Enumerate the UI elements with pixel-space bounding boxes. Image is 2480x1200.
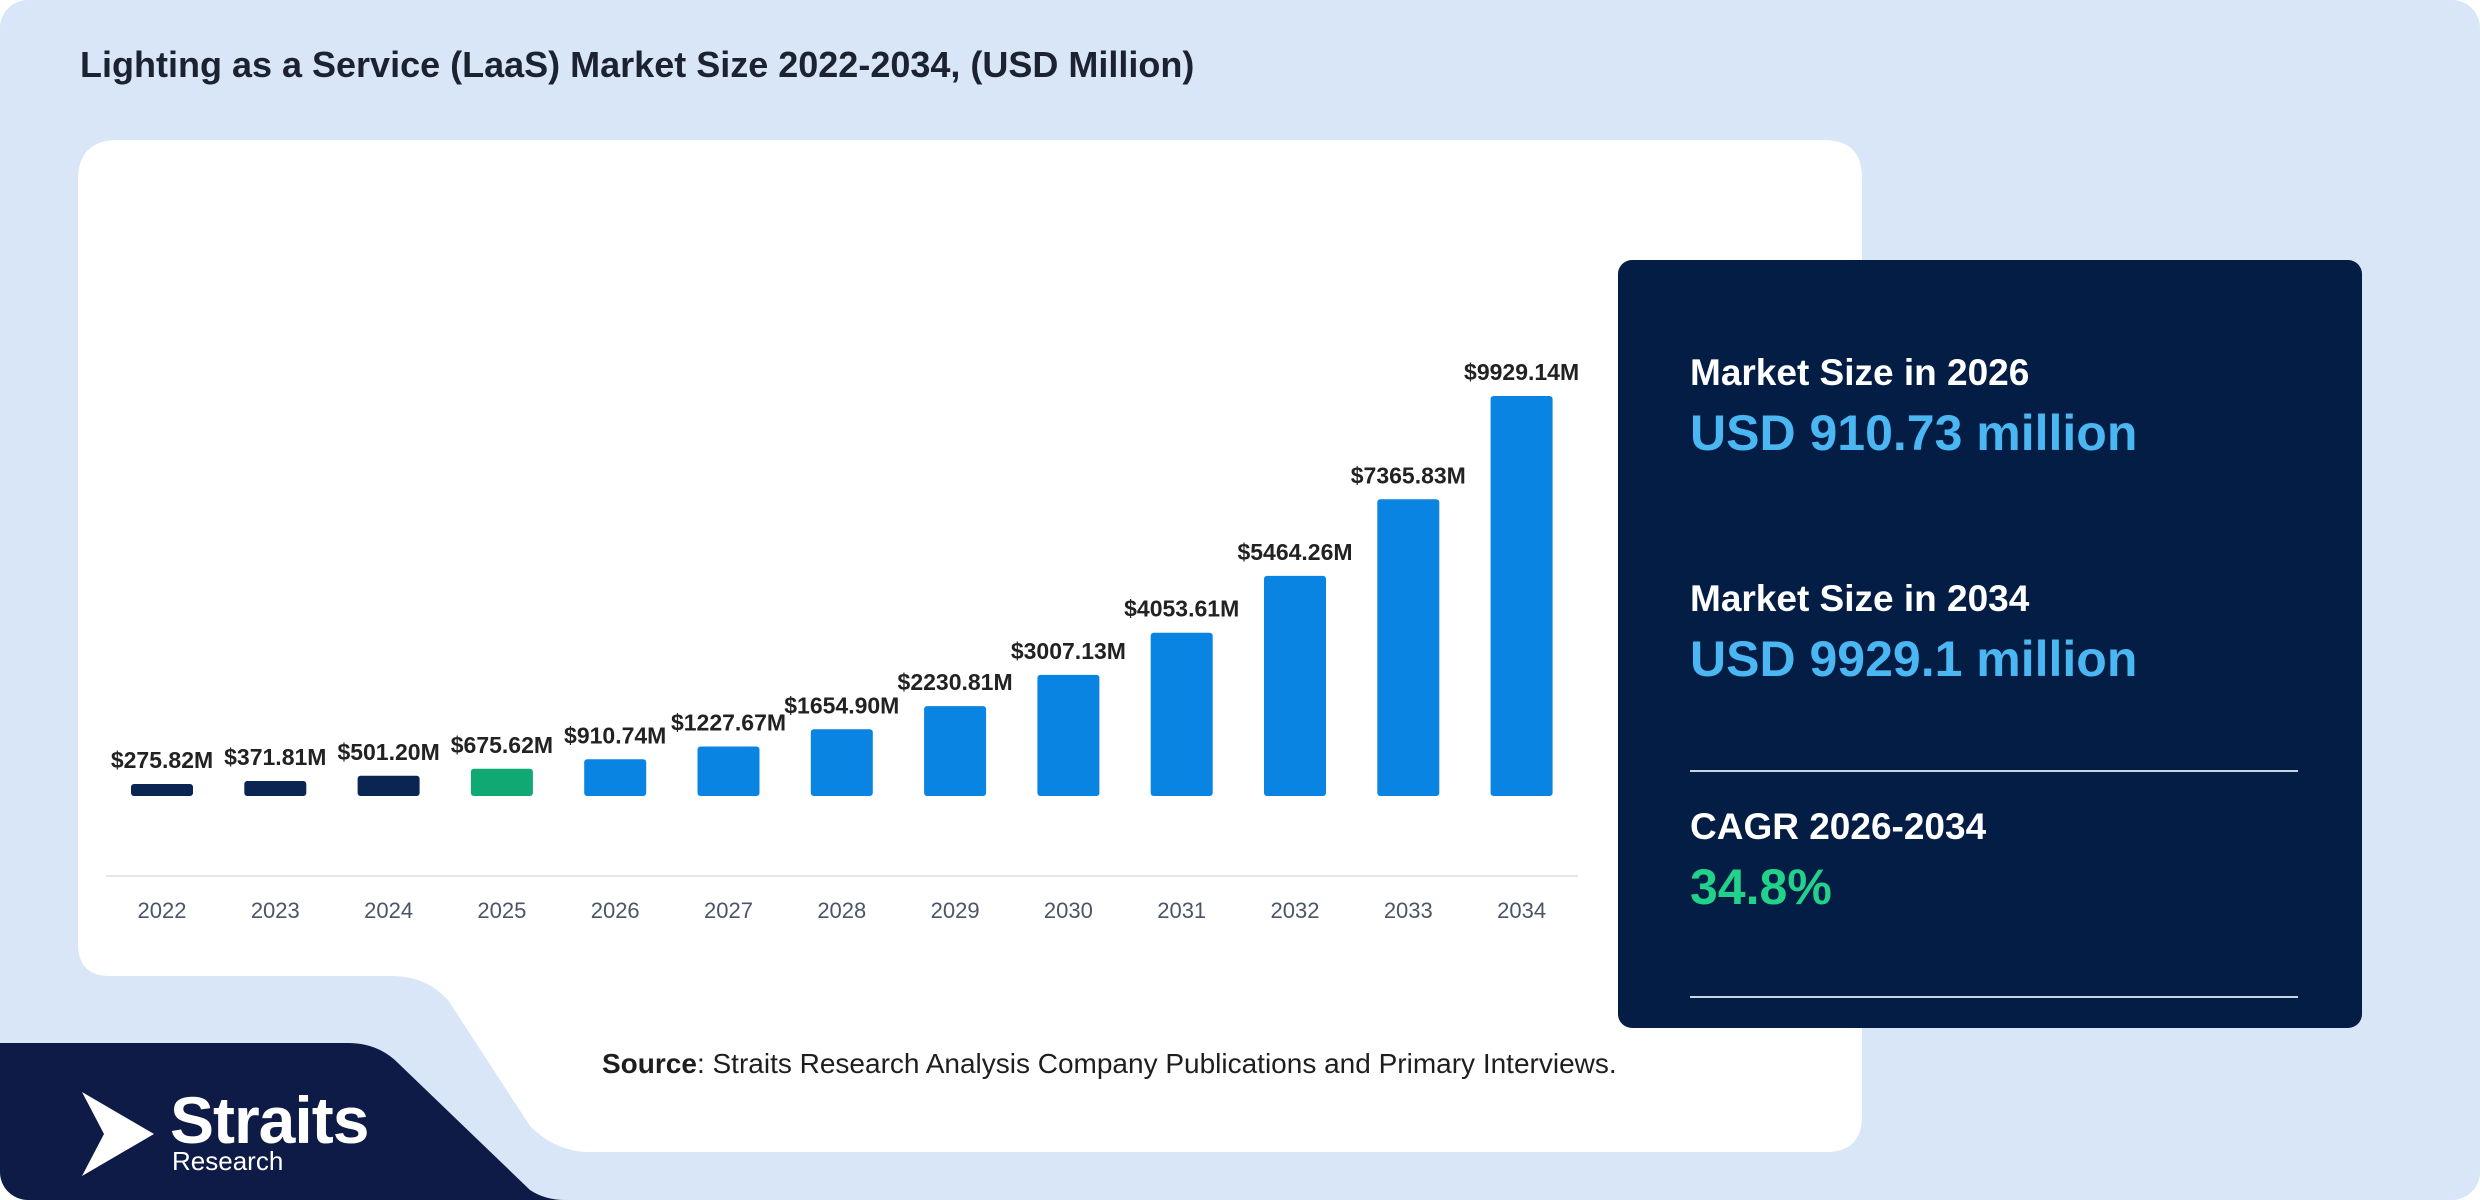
stats-panel: Market Size in 2026 USD 910.73 million M… [1618,260,2362,1028]
value-label-2029: $2230.81M [898,669,1013,695]
value-label-2024: $501.20M [337,739,439,765]
x-tick-label-2034: 2034 [1497,898,1546,923]
x-tick-label-2033: 2033 [1384,898,1433,923]
value-label-2032: $5464.26M [1237,539,1352,565]
stats-divider [1690,770,2298,772]
bar-2022 [131,784,193,796]
value-label-2027: $1227.67M [671,710,786,736]
x-tick-label-2032: 2032 [1271,898,1320,923]
stat-label: Market Size in 2026 [1690,352,2030,393]
x-tick-label-2030: 2030 [1044,898,1093,923]
bar-2023 [244,781,307,796]
x-tick-label-2023: 2023 [251,898,300,923]
bar-2033 [1377,499,1440,796]
brand-logo: Straits Research [78,1083,398,1178]
stat-market-size-2034: Market Size in 2034 USD 9929.1 million [1690,578,2298,688]
value-label-2034: $9929.14M [1464,359,1579,385]
bar-2026 [584,759,647,796]
stat-value: USD 910.73 million [1690,405,2138,461]
bar-2032 [1264,575,1326,796]
bar-2031 [1150,632,1213,796]
source-label: Source [602,1048,697,1079]
source-note: Source: Straits Research Analysis Compan… [602,1048,1617,1080]
bar-2034 [1490,396,1553,796]
x-tick-label-2025: 2025 [477,898,526,923]
bar-2030 [1037,674,1100,796]
x-tick-label-2024: 2024 [364,898,413,923]
value-labels-group: $275.82M $371.81M $501.20M $675.62M $910.74M… [111,359,1579,773]
logo-name: Straits [170,1083,369,1157]
logo-sub: Research [172,1146,284,1176]
value-label-2025: $675.62M [451,732,553,758]
value-label-2028: $1654.90M [784,692,899,718]
x-tick-label-2029: 2029 [931,898,980,923]
value-label-2023: $371.81M [224,744,326,770]
stat-market-size-2026: Market Size in 2026 USD 910.73 million [1690,352,2298,462]
x-tick-label-2028: 2028 [817,898,866,923]
value-label-2026: $910.74M [564,722,666,748]
source-text: : Straits Research Analysis Company Publ… [696,1048,1617,1079]
page-title: Lighting as a Service (LaaS) Market Size… [80,44,1195,85]
stat-value: USD 9929.1 million [1690,631,2138,687]
stat-cagr: CAGR 2026-2034 34.8% [1690,806,2298,916]
value-label-2022: $275.82M [111,747,213,773]
stats-divider [1690,996,2298,998]
value-label-2030: $3007.13M [1011,638,1126,664]
footer-band [0,1043,2480,1200]
x-tick-label-2027: 2027 [704,898,753,923]
bar-2024 [357,775,420,796]
bar-2029 [924,706,987,796]
bar-2027 [697,746,760,796]
bar-chart: $275.82M $371.81M $501.20M $675.62M $910.74M… [106,359,1579,923]
straits-arrow-icon [82,1092,154,1176]
x-tick-label-2031: 2031 [1157,898,1206,923]
stat-value: 34.8% [1690,859,1832,915]
value-label-2033: $7365.83M [1351,462,1466,488]
x-tick-label-2026: 2026 [591,898,640,923]
bars-group [131,396,1553,796]
bar-2028 [810,729,873,796]
tick-labels-group: 2022 2023 2024 2025 2026 2027 2028 2029 2030 2031… [138,898,1547,923]
value-label-2031: $4053.61M [1124,596,1239,622]
chart-card [78,140,1862,1152]
stat-label: Market Size in 2034 [1690,578,2030,619]
x-tick-label-2022: 2022 [138,898,187,923]
stat-label: CAGR 2026-2034 [1690,806,1987,847]
bar-2025 [470,768,533,796]
